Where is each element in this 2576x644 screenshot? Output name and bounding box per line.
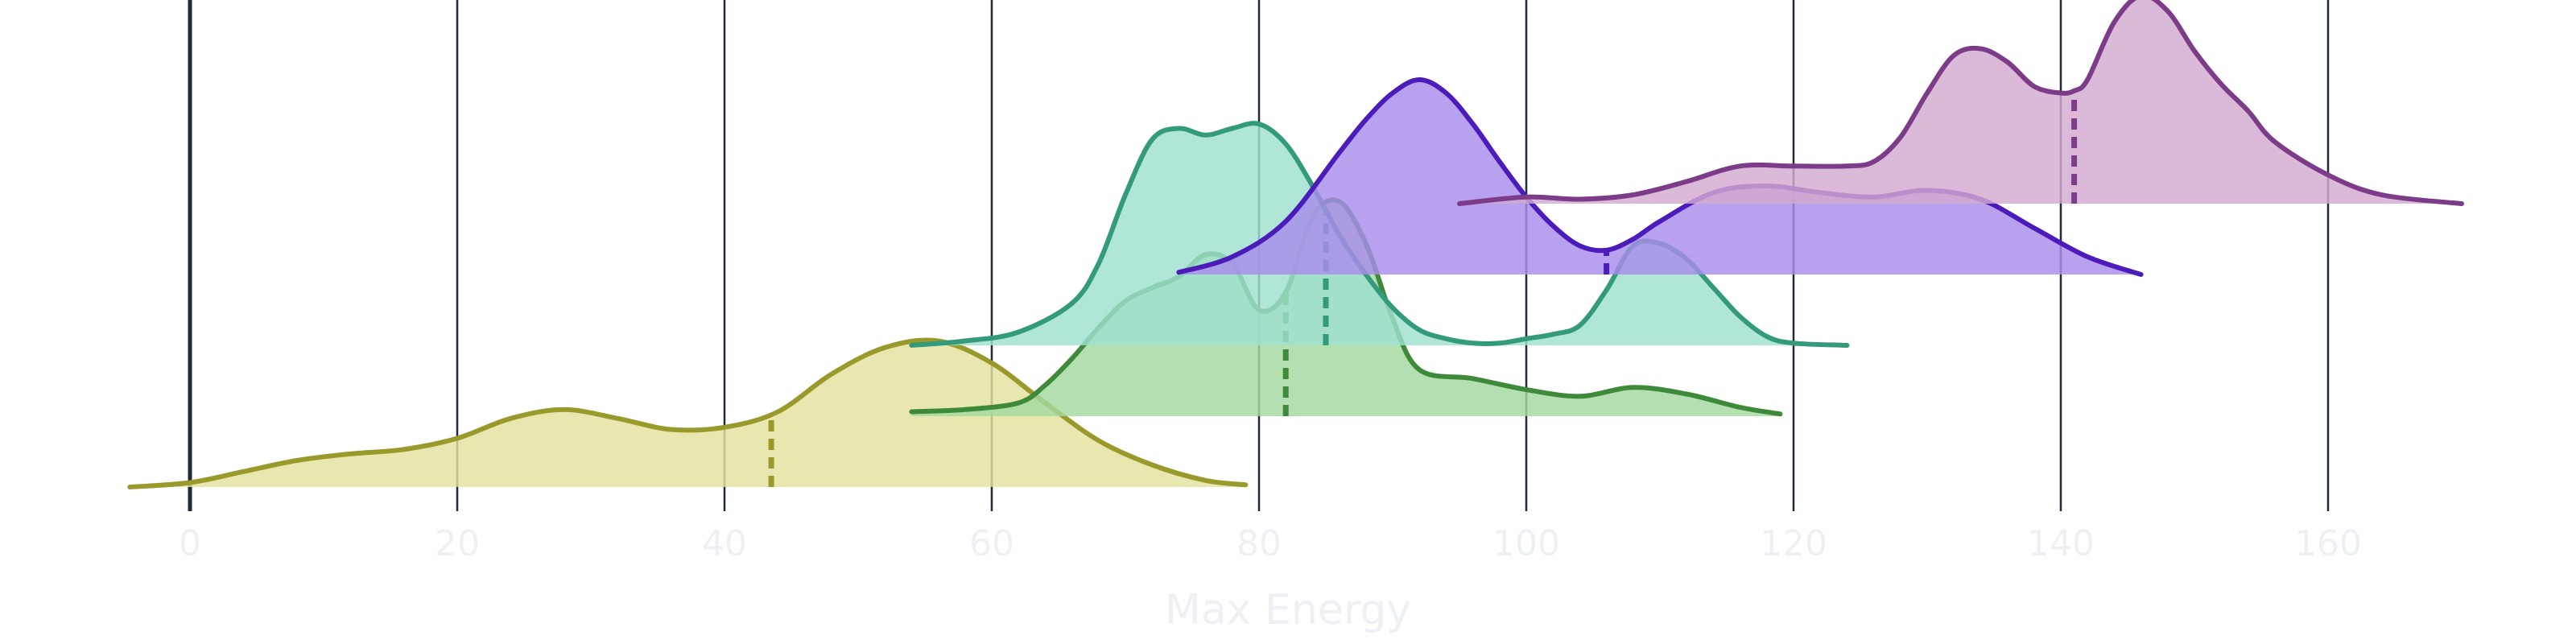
ridge-line-4: [1457, 0, 2464, 206]
x-tick-label-100: 100: [1492, 523, 1560, 564]
x-tick-labels: 0 20 40 60 80 100 120 140 160: [179, 523, 2362, 564]
x-tick-label-160: 160: [2294, 523, 2362, 564]
x-tick-label-80: 80: [1236, 523, 1282, 564]
x-tick-label-40: 40: [702, 523, 747, 564]
ridge-fill-3: [1179, 80, 2141, 275]
ridge-series-4: [1457, 0, 2464, 206]
x-tick-label-60: 60: [969, 523, 1014, 564]
x-tick-label-140: 140: [2027, 523, 2095, 564]
ridge-fill-4: [1459, 0, 2462, 204]
x-axis-title: Max Energy: [1165, 586, 1411, 634]
ridge-series-0: [127, 337, 1249, 489]
density-ridges: [127, 0, 2464, 489]
x-tick-label-120: 120: [1760, 523, 1827, 564]
x-tick-label-0: 0: [179, 523, 201, 564]
ridge-fill-2: [911, 123, 1847, 346]
ridge-line-0: [127, 337, 1249, 489]
x-tick-label-20: 20: [435, 523, 480, 564]
